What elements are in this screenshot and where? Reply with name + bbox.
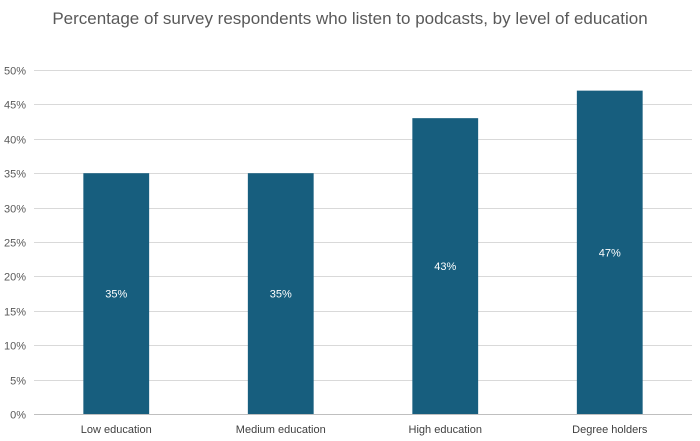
bar: [247, 173, 314, 414]
y-tick-label: 5%: [10, 376, 26, 388]
bar: [412, 118, 479, 414]
y-tick-label: 0%: [10, 410, 26, 422]
bars: [83, 90, 643, 414]
y-tick-label: 45%: [4, 100, 26, 112]
y-tick-label: 30%: [4, 204, 26, 216]
x-category-label: High education: [409, 424, 482, 436]
y-tick-label: 15%: [4, 307, 26, 319]
bar-data-label: 43%: [434, 261, 456, 273]
x-category-label: Degree holders: [572, 424, 648, 436]
y-tick-label: 35%: [4, 169, 26, 181]
chart-title: Percentage of survey respondents who lis…: [52, 9, 648, 28]
bar: [576, 90, 643, 414]
x-category-label: Medium education: [236, 424, 326, 436]
x-category-label: Low education: [81, 424, 152, 436]
bar-data-label: 47%: [599, 247, 621, 259]
y-axis-tick-labels: 0% 5% 10% 15% 20% 25% 30% 35% 40% 45% 50%: [4, 66, 26, 422]
bar: [83, 173, 150, 414]
y-tick-label: 25%: [4, 238, 26, 250]
y-tick-label: 40%: [4, 135, 26, 147]
bar-data-label: 35%: [270, 289, 292, 301]
y-tick-label: 20%: [4, 272, 26, 284]
y-tick-label: 10%: [4, 341, 26, 353]
bar-data-label: 35%: [105, 289, 127, 301]
x-axis-category-labels: Low education Medium education High educat…: [81, 424, 648, 436]
y-tick-label: 50%: [4, 66, 26, 78]
bar-data-labels: 35% 35% 43% 47%: [105, 247, 621, 300]
